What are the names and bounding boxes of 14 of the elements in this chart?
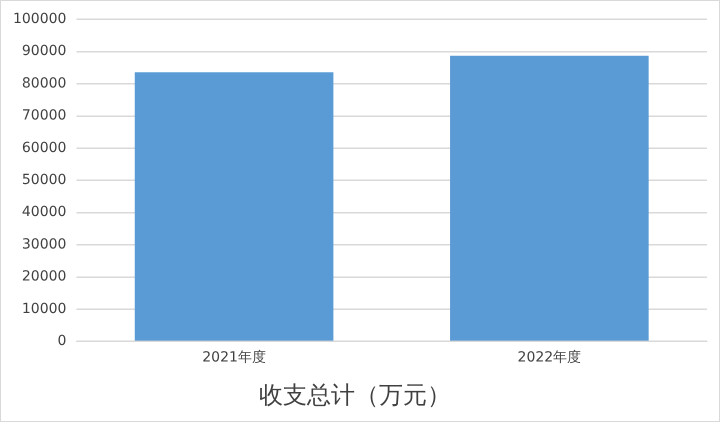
y-tick-label: 70000	[22, 108, 66, 124]
text: 收支总计（万元）	[259, 380, 451, 409]
x-tick-label: 2022年度	[518, 349, 582, 366]
y-tick-label: 80000	[22, 75, 66, 92]
y-tick-label: 100000	[12, 11, 66, 28]
y-tick-label: 40000	[22, 204, 66, 220]
y-tick-label: 60000	[22, 140, 66, 156]
y-tick-label: 20000	[22, 268, 66, 285]
y-tick-label: 10000	[22, 300, 66, 317]
y-tick-label: 0	[58, 333, 66, 350]
y-tick-label: 50000	[22, 172, 66, 188]
x-tick-label: 2021年度	[202, 349, 266, 366]
y-tick-label: 90000	[22, 43, 66, 60]
y-tick-label: 30000	[22, 236, 66, 252]
